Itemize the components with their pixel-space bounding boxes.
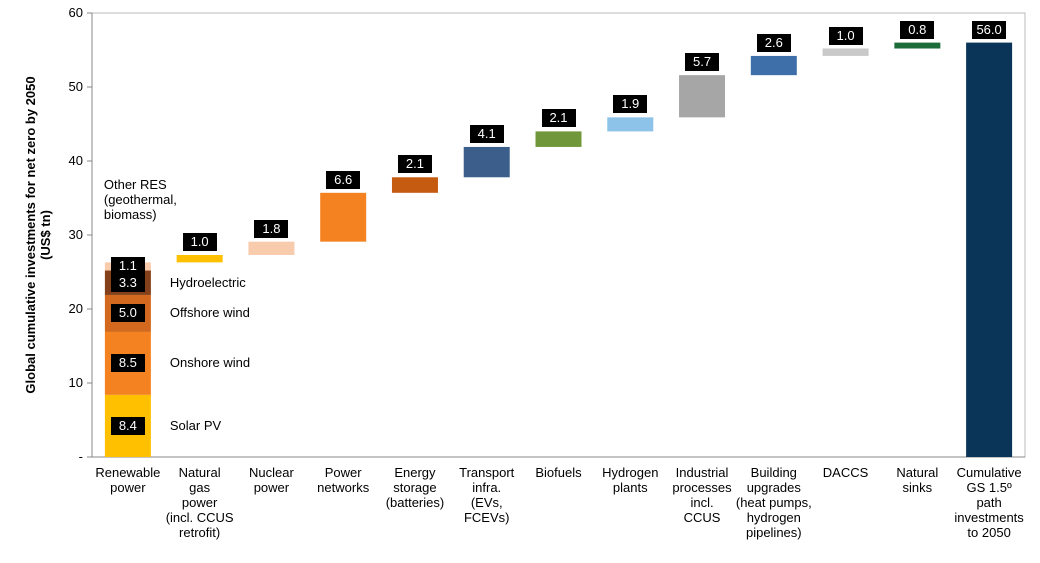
segment-name: Solar PV [169,417,222,433]
value-label: 2.1 [541,109,576,128]
value-label: 6.6 [326,170,361,189]
value-label: 1.9 [613,95,648,114]
segment-name: Hydroelectric [169,274,246,290]
value-label: 1.0 [182,232,217,251]
x-tick-label: DACCS [822,465,869,480]
x-tick-label: Natural sinks [896,465,939,495]
y-tick-label: - [79,449,83,464]
value-label: 2.1 [397,155,432,174]
segment-name: Other RES (geothermal, biomass) [103,177,177,223]
x-tick-label: Renewable power [95,465,161,495]
segment-name: Onshore wind [169,355,251,371]
value-label: 1.0 [828,26,863,45]
bar [320,192,367,242]
x-tick-label: Building upgrades (heat pumps, hydrogen … [735,465,812,540]
value-label: 56.0 [972,20,1007,39]
bar [679,75,726,118]
bar [822,48,869,56]
value-label: 8.4 [110,416,145,435]
x-tick-label: Industrial processes incl. CCUS [672,465,732,525]
bar [535,131,582,147]
value-label: 3.3 [110,273,145,292]
x-tick-label: Cumulative GS 1.5º path investments to 2… [954,465,1024,540]
bar [607,117,654,132]
value-label: 1.8 [254,219,289,238]
bar [248,241,295,255]
y-tick-label: 20 [69,301,83,316]
value-label: 4.1 [469,124,504,143]
value-label: 2.6 [756,33,791,52]
bar [894,42,941,49]
y-tick-label: 60 [69,5,83,20]
y-tick-label: 50 [69,79,83,94]
plot-frame [91,12,1026,458]
segment-name: Offshore wind [169,305,250,321]
bar [463,146,510,178]
value-label: 0.8 [900,20,935,39]
value-label: 1.1 [110,257,145,276]
bar [176,254,223,263]
x-tick-label: Nuclear power [249,465,294,495]
bar [391,177,438,193]
value-label: 5.0 [110,304,145,323]
bar [750,55,797,76]
y-tick-label: 40 [69,153,83,168]
bar [966,42,1013,457]
value-label: 8.5 [110,354,145,373]
x-tick-label: Transport infra. (EVs, FCEVs) [459,465,515,525]
x-tick-label: Hydrogen plants [602,465,659,495]
x-tick-label: Natural gas power (incl. CCUS retrofit) [165,465,234,540]
x-tick-label: Power networks [317,465,370,495]
y-tick-label: 30 [69,227,83,242]
x-tick-label: Energy storage (batteries) [385,465,445,510]
y-tick-label: 10 [69,375,83,390]
value-label: 5.7 [685,53,720,72]
x-tick-label: Biofuels [535,465,582,480]
y-axis-label: Global cumulative investments for net ze… [23,76,53,394]
